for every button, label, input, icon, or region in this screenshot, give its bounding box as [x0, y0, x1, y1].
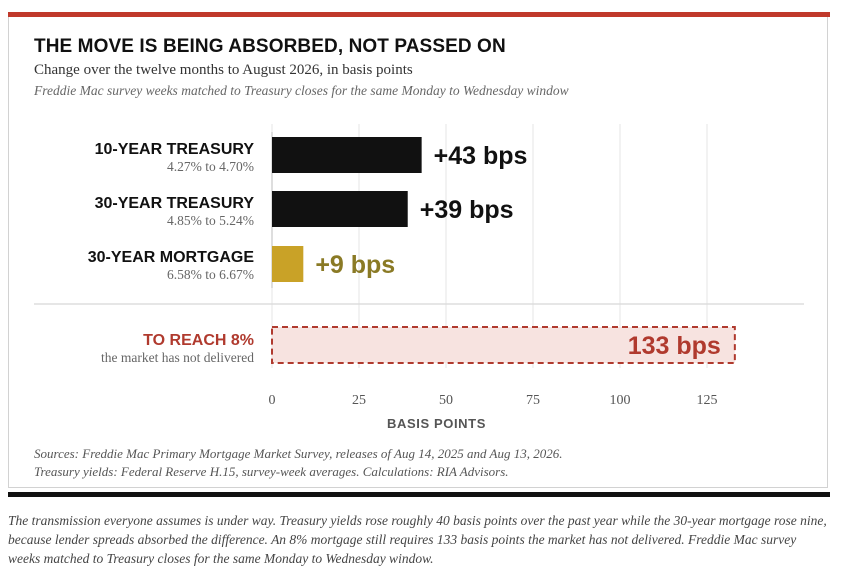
chart-card: [8, 17, 828, 488]
bar-target: [271, 326, 736, 364]
category-label: 10-YEAR TREASURY: [95, 141, 255, 158]
category-sublabel: 4.85% to 5.24%: [167, 213, 254, 228]
figure-caption: The transmission everyone assumes is und…: [8, 513, 827, 566]
top-accent-bar: [8, 12, 830, 17]
category-label: TO REACH 8%: [143, 332, 254, 349]
bar: [272, 137, 422, 173]
x-tick-label: 0: [269, 393, 276, 408]
bar-chart: 0 25 50 75 100 125 BASIS POINTS 10-YEAR TREASUR…: [34, 124, 804, 431]
chart-title: THE MOVE IS BEING ABSORBED, NOT PASSED O…: [34, 36, 506, 57]
bottom-rule: [8, 492, 830, 497]
chart-subtitle: Change over the twelve months to August …: [34, 62, 413, 78]
x-tick-label: 100: [610, 393, 631, 408]
sources-line-2: Treasury yields: Federal Reserve H.15, s…: [34, 464, 509, 479]
category-label: 30-YEAR MORTGAGE: [88, 249, 255, 266]
x-axis-title: BASIS POINTS: [387, 416, 486, 431]
value-label: +39 bps: [420, 196, 514, 224]
value-label: 133 bps: [628, 332, 721, 360]
bar: [272, 246, 304, 282]
chart-note: Freddie Mac survey weeks matched to Trea…: [34, 83, 569, 98]
x-tick-label: 75: [526, 393, 540, 408]
value-label: +9 bps: [315, 251, 395, 279]
x-tick-label: 25: [352, 393, 366, 408]
category-sublabel: 6.58% to 6.67%: [167, 267, 254, 282]
category-sublabel: 4.27% to 4.70%: [167, 159, 254, 174]
x-tick-label: 125: [697, 393, 718, 408]
sources-line-1: Sources: Freddie Mac Primary Mortgage Ma…: [34, 446, 563, 461]
category-label: 30-YEAR TREASURY: [95, 195, 255, 212]
bar: [272, 191, 408, 227]
value-label: +43 bps: [434, 142, 528, 170]
x-tick-label: 50: [439, 393, 453, 408]
category-sublabel: the market has not delivered: [101, 350, 254, 365]
